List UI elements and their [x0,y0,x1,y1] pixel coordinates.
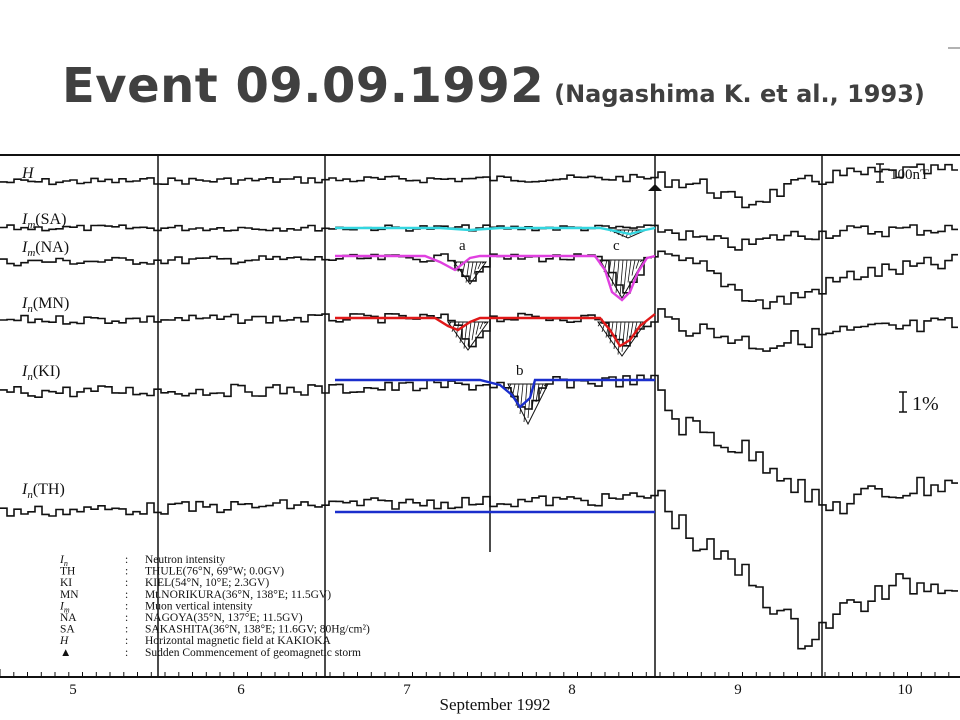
x-tick-label: 9 [734,682,742,698]
x-tick-label: 10 [898,682,913,698]
trace-label-h: H [21,165,35,182]
traces-group [0,163,958,650]
overlay-mn [335,313,656,348]
trace-label-ki: In(KI) [21,363,60,383]
trace-label-mn: In(MN) [21,295,69,315]
hatch-na-c [599,259,645,299]
hatch-mn-c [597,321,647,357]
legend-colon: : [125,624,128,636]
hatch-mn-a [447,321,489,351]
legend-text: Neutron intensity [145,554,225,566]
title-reference: (Nagashima K. et al., 1993) [554,80,925,108]
legend-colon: : [125,600,128,612]
annotation-a: a [459,238,466,254]
trace-mn [0,308,958,352]
trace-ki [0,374,958,515]
legend: In: Neutron intensity TH: THULE(76°N, 69°W;… [59,554,370,659]
x-tick-label: 6 [237,682,245,698]
legend-row: KI [60,577,72,589]
overlay-na [335,254,656,302]
scale-bar-magnetic: 100nT [876,163,929,183]
legend-colon: : [125,577,128,589]
legend-row: SA [60,624,75,636]
legend-colon: : [125,554,128,566]
legend-colon: : [125,566,128,578]
x-tick-label: 5 [69,682,77,698]
slide-title: Event 09.09.1992 (Nagashima K. et al., 19… [62,58,925,114]
annotation-c: c [613,238,620,254]
legend-row: NA [60,612,77,624]
legend-text: NAGOYA(35°N, 137°E; 11.5GV) [145,612,303,624]
legend-colon: : [125,589,128,601]
trace-label-th: In(TH) [21,481,65,501]
legend-row: TH [60,566,75,578]
legend-text: THULE(76°N, 69°W; 0.0GV) [145,566,284,578]
legend-text: Sudden Commencement of geomagnetic storm [145,647,361,659]
trace-na [0,250,958,310]
legend-row: In [59,554,68,568]
legend-text: Mt.NORIKURA(36°N, 138°E; 11.5GV) [145,589,331,601]
trace-label-sa: Im(SA) [21,211,66,231]
legend-text: KIEL(54°N, 10°E; 2.3GV) [145,577,269,589]
overlays-group [335,226,656,514]
annotation-b: b [516,363,524,379]
legend-row: H [59,635,69,647]
x-axis: 5 6 7 8 9 10 [0,669,950,698]
legend-text: Muon vertical intensity [145,600,253,612]
x-tick-label: 7 [403,682,411,698]
x-tick-label: 8 [568,682,576,698]
title-main: Event 09.09.1992 [62,58,545,114]
scale-label-magnetic: 100nT [890,167,929,183]
scale-label-intensity: 1% [912,393,939,415]
trace-label-na: Im(NA) [21,239,69,259]
trace-th [0,489,958,650]
trace-sa [0,224,958,251]
trace-h [0,163,958,209]
scale-bar-intensity: 1% [899,391,939,415]
legend-text: SAKASHITA(36°N, 138°E; 11.6GV; 80Hg/cm²) [145,624,370,636]
legend-colon: : [125,647,128,659]
overlay-sa [335,226,656,236]
legend-text: Horizontal magnetic field at KAKIOKA [145,635,332,647]
x-axis-label: September 1992 [440,695,551,714]
overlay-ki [335,378,655,409]
hatch-ki-b [507,383,549,426]
sudden-commencement-marker [648,184,662,191]
legend-colon: : [125,612,128,624]
legend-row: ▲ [60,647,71,659]
legend-row: MN [60,589,79,601]
legend-colon: : [125,635,128,647]
legend-row: Im [59,600,70,614]
